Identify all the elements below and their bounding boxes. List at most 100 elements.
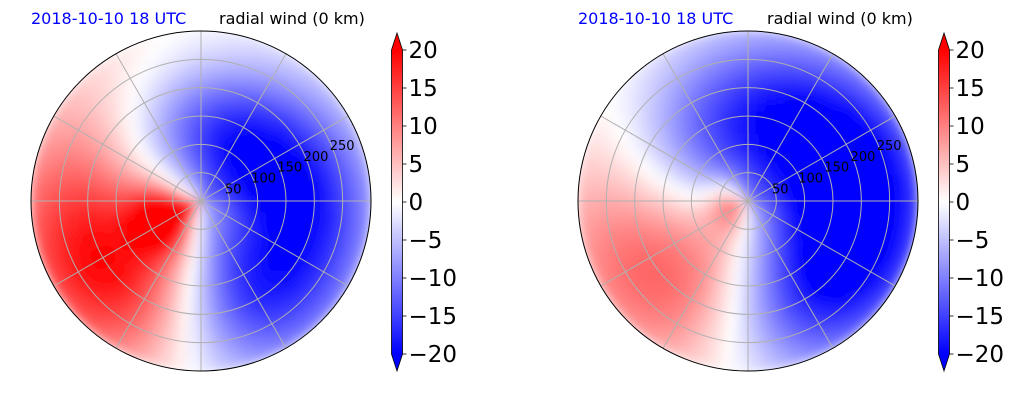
field-cell [747,313,760,326]
field-cell [189,313,202,326]
field-cell [76,189,89,202]
field-cell [177,323,191,337]
colorbar-tick-label: 0 [409,190,424,216]
field-cell [302,190,315,202]
field-cell [173,42,189,57]
colorbar-tick-label: −15 [409,304,458,330]
field-cell [200,155,206,168]
angular-gridline [600,200,749,287]
colorbar-tick-label: −20 [956,342,1005,368]
field-cell [836,208,850,220]
field-cell [186,42,202,55]
angular-gridline [115,200,202,349]
field-cell [200,313,213,326]
colorbar-tick-label: 15 [409,76,438,102]
radial-tick-label: 100 [251,172,276,187]
colorbar: 20 15 10 5 0 −5 −10 −15 −20 [391,31,458,373]
field-cell [634,190,647,202]
field-cell [589,213,604,229]
angular-gridline [200,53,287,202]
field-cell [757,76,770,90]
field-cell [781,200,794,206]
field-cell [612,177,626,191]
radial-tick-label: 200 [304,150,329,165]
colorbar-tick-label: 20 [956,38,985,64]
field-cell [211,65,225,79]
field-cell [185,31,202,44]
angular-gridline [662,200,749,349]
field-cell [200,64,214,78]
field-cell [737,87,749,100]
field-cell [758,65,772,79]
field-cell [747,155,753,168]
field-cell [747,121,756,134]
field-cell [200,87,212,100]
field-cell [99,182,113,194]
field-cell [668,193,681,202]
field-cell [87,200,100,212]
field-cell [98,191,112,202]
field-cell [200,132,208,145]
field-cell [738,98,749,112]
field-cell [190,302,202,315]
field-cell [290,191,304,202]
radial-tick-label: 250 [330,139,355,154]
polar-frame [577,30,919,372]
colorbar-gradient [391,50,403,354]
colorbar-tick-label: −5 [409,228,443,254]
field-cell [144,195,157,202]
field-cell [196,234,202,247]
field-cell [724,323,738,337]
field-cell [905,185,918,202]
field-cell [634,180,648,193]
polar-frame [30,30,372,372]
angular-gridline [115,53,202,202]
field-cell [313,189,326,202]
polar-grid [31,31,371,371]
field-cell [345,173,360,189]
polar-panel-right: 2018-10-10 18 UTC radial wind (0 km) 50 1… [547,0,1028,401]
field-cell [747,87,759,100]
field-cell [720,42,736,57]
field-cell [736,76,749,89]
field-cell [64,188,78,202]
field-cell [756,87,769,101]
field-cell [213,345,229,360]
field-cell [180,301,193,315]
field-cell [747,290,758,304]
field-cell [740,268,749,281]
field-cell [200,76,213,89]
field-cell [646,182,660,194]
angular-gridline [747,200,896,287]
field-cell [200,98,211,112]
field-cell [42,213,57,229]
field-cell [747,144,754,157]
field-cell [892,173,907,189]
field-cell [726,312,739,326]
field-cell [65,177,79,191]
radial-tick-label: 100 [798,172,823,187]
field-cell [347,186,360,202]
field-cell [611,200,625,214]
field-cell [849,200,862,212]
field-cell [894,200,907,216]
colorbar-tick-label: 5 [956,152,971,178]
field-cell [190,87,202,100]
field-cell [894,186,907,202]
field-cell [200,347,216,360]
field-cell [87,190,100,202]
field-cell [747,76,760,89]
field-cell [257,200,270,208]
field-cell [815,200,828,209]
field-cell [837,191,851,202]
field-cell [634,200,647,212]
field-cell [200,42,216,55]
colorbar-tick-label: 10 [409,114,438,140]
angular-gridline [200,200,349,287]
field-cell [733,42,749,55]
radial-tick-label: 250 [877,139,902,154]
field-cell [121,193,134,202]
field-cell [736,313,749,326]
field-cell [905,200,918,217]
field-cell [268,200,281,209]
